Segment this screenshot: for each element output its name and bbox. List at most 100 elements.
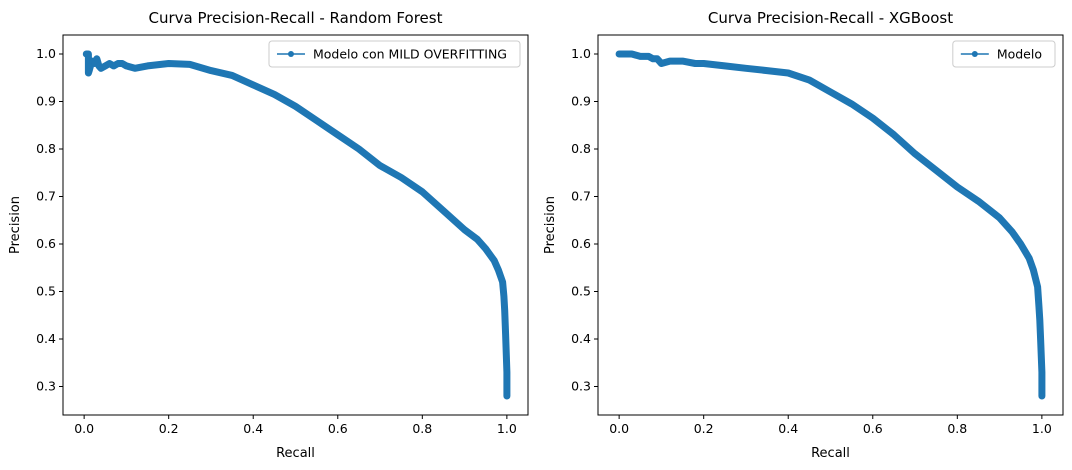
data-point (654, 55, 661, 62)
data-point (692, 60, 699, 67)
panel-random-forest: Curva Precision-Recall - Random Forest 0.… (8, 9, 529, 461)
data-point (649, 55, 656, 62)
data-point (1038, 393, 1045, 399)
data-point (85, 51, 92, 57)
data-point (996, 214, 1003, 221)
data-point (501, 307, 508, 314)
x-tick-label: 0.0 (74, 421, 94, 436)
data-point (806, 77, 813, 84)
data-point (144, 62, 151, 69)
x-tick-label: 0.6 (328, 421, 348, 436)
data-point (355, 146, 362, 152)
data-point (1035, 302, 1042, 309)
data-point (975, 198, 982, 205)
data-point (1037, 336, 1044, 342)
data-point (502, 331, 509, 338)
series-marker-band (615, 50, 1046, 400)
plot-frame (62, 34, 529, 416)
data-point (93, 55, 100, 62)
y-tick-label: 0.3 (571, 379, 591, 394)
legend-marker (287, 51, 294, 57)
data-point (186, 61, 193, 68)
data-point (229, 72, 236, 79)
y-tick-label: 1.0 (36, 46, 56, 61)
data-point (1038, 369, 1045, 376)
y-tick-label: 0.4 (571, 331, 591, 346)
data-point (666, 58, 673, 65)
data-point (250, 81, 257, 88)
chart-title: Curva Precision-Recall - Random Forest (149, 9, 443, 27)
data-point (954, 184, 961, 190)
legend-box (952, 40, 1056, 68)
data-point (398, 174, 405, 181)
y-tick-label: 0.9 (571, 94, 591, 109)
data-point (827, 89, 834, 95)
panel-xgboost: Curva Precision-Recall - XGBoost 0.0 0.2 0.… (543, 9, 1064, 461)
plot-frame (597, 34, 1064, 416)
data-point (86, 67, 93, 74)
series-line (619, 53, 1043, 396)
data-point (1030, 267, 1037, 274)
x-tick-label: 0.8 (412, 421, 432, 436)
data-point (742, 65, 749, 72)
data-point (440, 207, 447, 214)
data-point (1034, 283, 1041, 290)
x-tick-label: 0.4 (778, 421, 798, 436)
data-point (165, 60, 172, 67)
y-tick-label: 0.5 (36, 284, 56, 299)
x-tick-label: 0.4 (243, 421, 263, 436)
data-point (495, 267, 502, 274)
y-tick-label: 0.4 (36, 331, 56, 346)
data-point (482, 245, 489, 252)
data-point (292, 103, 299, 110)
legend-box (268, 40, 521, 68)
x-tick-label: 1.0 (1032, 421, 1052, 436)
y-tick-label: 1.0 (571, 46, 591, 61)
y-tick-label: 0.3 (36, 379, 56, 394)
legend-label: Modelo con MILD OVERFITTING (313, 47, 507, 62)
data-point (700, 60, 707, 67)
data-point (131, 65, 138, 72)
data-point (658, 60, 665, 67)
data-point (207, 67, 214, 74)
data-point (419, 188, 426, 195)
data-point (721, 62, 728, 69)
data-point (474, 236, 481, 243)
data-point (912, 150, 919, 157)
data-point (1009, 229, 1016, 236)
data-point (637, 53, 644, 60)
legend-label: Modelo (997, 47, 1042, 62)
data-point (334, 131, 341, 138)
x-tick-label: 0.2 (159, 421, 179, 436)
data-point (890, 131, 897, 138)
data-point (313, 117, 320, 124)
data-point (764, 67, 771, 74)
y-tick-label: 0.8 (36, 141, 56, 156)
data-point (500, 293, 507, 300)
x-axis-label: Recall (276, 446, 315, 461)
data-point (1017, 241, 1024, 247)
x-axis-label: Recall (811, 446, 850, 461)
data-point (123, 62, 130, 69)
data-point (869, 115, 876, 122)
x-tick-label: 0.0 (609, 421, 629, 436)
data-point (461, 226, 468, 233)
data-point (1036, 317, 1043, 323)
data-point (679, 58, 686, 65)
chart-title: Curva Precision-Recall - XGBoost (708, 9, 953, 27)
y-axis-label: Precision (8, 196, 23, 254)
y-tick-label: 0.7 (571, 189, 591, 204)
data-point (499, 279, 506, 285)
y-axis-label: Precision (543, 196, 558, 254)
data-point (271, 91, 278, 98)
data-point (491, 257, 498, 264)
x-tick-label: 0.2 (694, 421, 714, 436)
y-tick-label: 0.5 (571, 284, 591, 299)
data-point (377, 162, 384, 169)
y-tick-label: 0.9 (36, 94, 56, 109)
data-point (503, 393, 510, 399)
y-tick-label: 0.6 (36, 236, 56, 251)
x-tick-label: 1.0 (497, 421, 517, 436)
y-tick-label: 0.8 (571, 141, 591, 156)
